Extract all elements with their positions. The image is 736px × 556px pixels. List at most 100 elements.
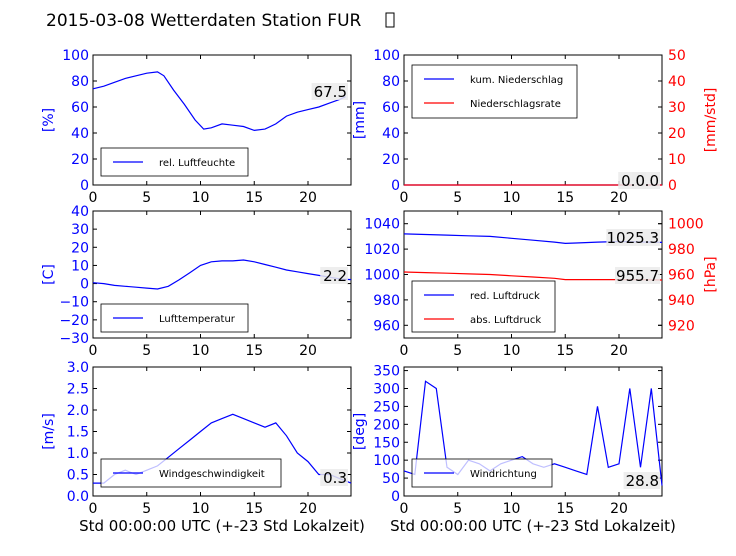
legend-box bbox=[411, 64, 578, 119]
y-tick-label: 60 bbox=[71, 100, 89, 116]
y-right-tick-label: 980 bbox=[668, 242, 695, 258]
y-tick-label: 1.5 bbox=[67, 425, 89, 441]
y-tick-label: 960 bbox=[373, 318, 400, 334]
x-tick-label: 5 bbox=[453, 501, 462, 517]
legend-label: Windrichtung bbox=[470, 469, 537, 480]
x-axis-label: Std 00:00:00 UTC (+-23 Std Lokalzeit) bbox=[390, 517, 676, 535]
y-axis-label: [m/s] bbox=[41, 413, 57, 450]
y-tick-label: 60 bbox=[382, 100, 400, 116]
x-tick-label: 10 bbox=[192, 190, 210, 206]
y-tick-label: −10 bbox=[59, 295, 89, 311]
legend-label: red. Luftdruck bbox=[470, 291, 540, 302]
y-right-tick-label: 40 bbox=[668, 74, 686, 90]
y-tick-label: 1000 bbox=[364, 268, 400, 284]
y-tick-label: 0 bbox=[391, 178, 400, 194]
y-tick-label: −20 bbox=[59, 313, 89, 329]
y-tick-label: 250 bbox=[373, 399, 400, 415]
figure-title: 2015-03-08 Wetterdaten Station FUR bbox=[46, 11, 362, 31]
y-axis-label: [%] bbox=[41, 108, 57, 132]
value-box bbox=[311, 83, 348, 100]
y-tick-label: 350 bbox=[373, 364, 400, 380]
y-right-tick-label: 940 bbox=[668, 293, 695, 309]
x-tick-label: 15 bbox=[245, 190, 263, 206]
y-right-tick-label: 10 bbox=[668, 152, 686, 168]
y-tick-label: 100 bbox=[373, 453, 400, 469]
x-tick-label: 0 bbox=[400, 343, 409, 359]
y-tick-label: 980 bbox=[373, 293, 400, 309]
legend-label: abs. Luftdruck bbox=[470, 315, 541, 326]
value-box bbox=[615, 267, 660, 284]
value-box bbox=[618, 172, 646, 189]
x-tick-label: 20 bbox=[610, 501, 628, 517]
y-tick-label: 0 bbox=[391, 489, 400, 505]
y-right-tick-label: 0 bbox=[668, 178, 677, 194]
x-tick-label: 0 bbox=[89, 343, 98, 359]
y-right-axis-label: [mm/std] bbox=[703, 88, 719, 153]
current-value-label: 1025.3 bbox=[607, 229, 660, 247]
y-tick-label: 200 bbox=[373, 417, 400, 433]
y-axis-label: [C] bbox=[41, 264, 57, 285]
series-line-1 bbox=[92, 71, 346, 132]
x-tick-label: 15 bbox=[245, 343, 263, 359]
x-tick-label: 0 bbox=[400, 501, 409, 517]
y-tick-label: 20 bbox=[382, 152, 400, 168]
legend-label: Windgeschwindigkeit bbox=[159, 469, 265, 480]
current-value-label: 28.8 bbox=[626, 472, 659, 490]
y-tick-label: 30 bbox=[71, 222, 89, 238]
value-box bbox=[606, 229, 660, 246]
y-tick-label: 2.0 bbox=[67, 403, 89, 419]
value-box bbox=[320, 469, 348, 486]
legend-label: Niederschlagsrate bbox=[470, 99, 561, 110]
y-tick-label: 0.0 bbox=[67, 489, 89, 505]
x-tick-label: 20 bbox=[610, 343, 628, 359]
x-tick-label: 15 bbox=[245, 501, 263, 517]
x-tick-label: 20 bbox=[299, 343, 317, 359]
y-tick-label: 300 bbox=[373, 382, 400, 398]
y-tick-label: 0 bbox=[80, 277, 89, 293]
y-tick-label: 3.0 bbox=[67, 360, 89, 376]
current-value-label: 2.2 bbox=[323, 267, 347, 285]
y-tick-label: 40 bbox=[71, 126, 89, 142]
current-value-label: 67.5 bbox=[314, 83, 347, 101]
x-tick-label: 15 bbox=[556, 501, 574, 517]
x-tick-label: 20 bbox=[299, 501, 317, 517]
y-tick-label: 40 bbox=[382, 126, 400, 142]
value-box bbox=[623, 472, 660, 489]
legend-box bbox=[100, 147, 249, 177]
current-value-label: 0.0 bbox=[621, 172, 645, 190]
current-value-label: 0.3 bbox=[323, 469, 347, 487]
x-tick-label: 10 bbox=[192, 343, 210, 359]
y-tick-label: 2.5 bbox=[67, 382, 89, 398]
legend-label: rel. Luftfeuchte bbox=[159, 158, 235, 169]
title-missing-glyph bbox=[385, 12, 395, 28]
y-right-tick-label: 50 bbox=[668, 48, 686, 64]
y-right-tick-label: 960 bbox=[668, 268, 695, 284]
x-axis-label: Std 00:00:00 UTC (+-23 Std Lokalzeit) bbox=[79, 517, 365, 535]
y-tick-label: 80 bbox=[71, 74, 89, 90]
y-tick-label: 100 bbox=[62, 48, 89, 64]
y-tick-label: 10 bbox=[71, 258, 89, 274]
y-right-tick-label: 1000 bbox=[668, 217, 704, 233]
x-tick-label: 5 bbox=[142, 190, 151, 206]
y-axis-label: [deg] bbox=[352, 413, 368, 450]
legend-label: Lufttemperatur bbox=[159, 314, 236, 325]
x-tick-label: 10 bbox=[503, 190, 521, 206]
y-tick-label: 80 bbox=[382, 74, 400, 90]
x-tick-label: 5 bbox=[453, 343, 462, 359]
legend-label: kum. Niederschlag bbox=[470, 75, 563, 86]
y-right-tick-label: 30 bbox=[668, 100, 686, 116]
x-tick-label: 0 bbox=[89, 501, 98, 517]
y-tick-label: 0.5 bbox=[67, 468, 89, 484]
x-tick-label: 15 bbox=[556, 343, 574, 359]
y-right-tick-label: 20 bbox=[668, 126, 686, 142]
x-tick-label: 10 bbox=[503, 343, 521, 359]
y-tick-label: 1020 bbox=[364, 242, 400, 258]
x-tick-label: 20 bbox=[299, 190, 317, 206]
y-tick-label: 20 bbox=[71, 240, 89, 256]
y-tick-label: 150 bbox=[373, 435, 400, 451]
y-tick-label: −30 bbox=[59, 331, 89, 347]
series-line-1 bbox=[92, 259, 352, 290]
x-tick-label: 10 bbox=[192, 501, 210, 517]
